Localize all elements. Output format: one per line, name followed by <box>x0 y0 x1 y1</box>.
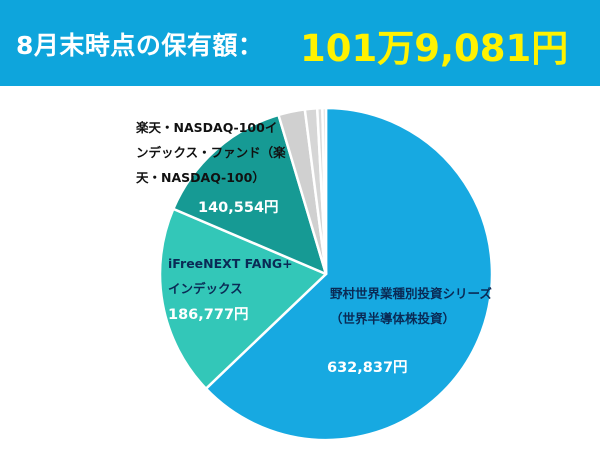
slice-label-line: 野村世界業種別投資シリーズ <box>330 286 492 301</box>
pie-slices <box>158 106 494 442</box>
banner-total-value: 101万9,081円 <box>300 27 569 70</box>
slice-label-line: インデックス <box>168 281 243 296</box>
slice-label-semiconductor: 野村世界業種別投資シリーズ （世界半導体株投資） <box>330 286 496 326</box>
slice-label-line: 天・NASDAQ-100） <box>136 170 265 185</box>
slice-label-fang: iFreeNEXT FANG+ インデックス <box>168 256 297 296</box>
slice-label-line: ンデックス・ファンド（楽 <box>136 145 286 160</box>
slice-value-fang: 186,777円 <box>168 306 249 323</box>
pie-slice-1 <box>158 207 328 390</box>
slice-label-line: iFreeNEXT FANG+ <box>168 256 293 271</box>
pie-slice-6 <box>321 106 328 276</box>
pie-slice-2 <box>172 113 328 276</box>
slice-label-line: 楽天・NASDAQ-100イ <box>135 120 277 135</box>
slice-label-line: （世界半導体株投資） <box>330 311 455 326</box>
slice-label-nasdaq: 楽天・NASDAQ-100イ ンデックス・ファンド（楽 天・NASDAQ-100… <box>135 120 290 185</box>
pie-slice-0 <box>204 106 494 442</box>
slice-value-semiconductor: 632,837円 <box>327 359 408 376</box>
banner-title: 8月末時点の保有額： <box>16 31 264 60</box>
title-banner: 8月末時点の保有額： 101万9,081円 <box>0 0 600 86</box>
slice-value-nasdaq: 140,554円 <box>198 199 279 216</box>
